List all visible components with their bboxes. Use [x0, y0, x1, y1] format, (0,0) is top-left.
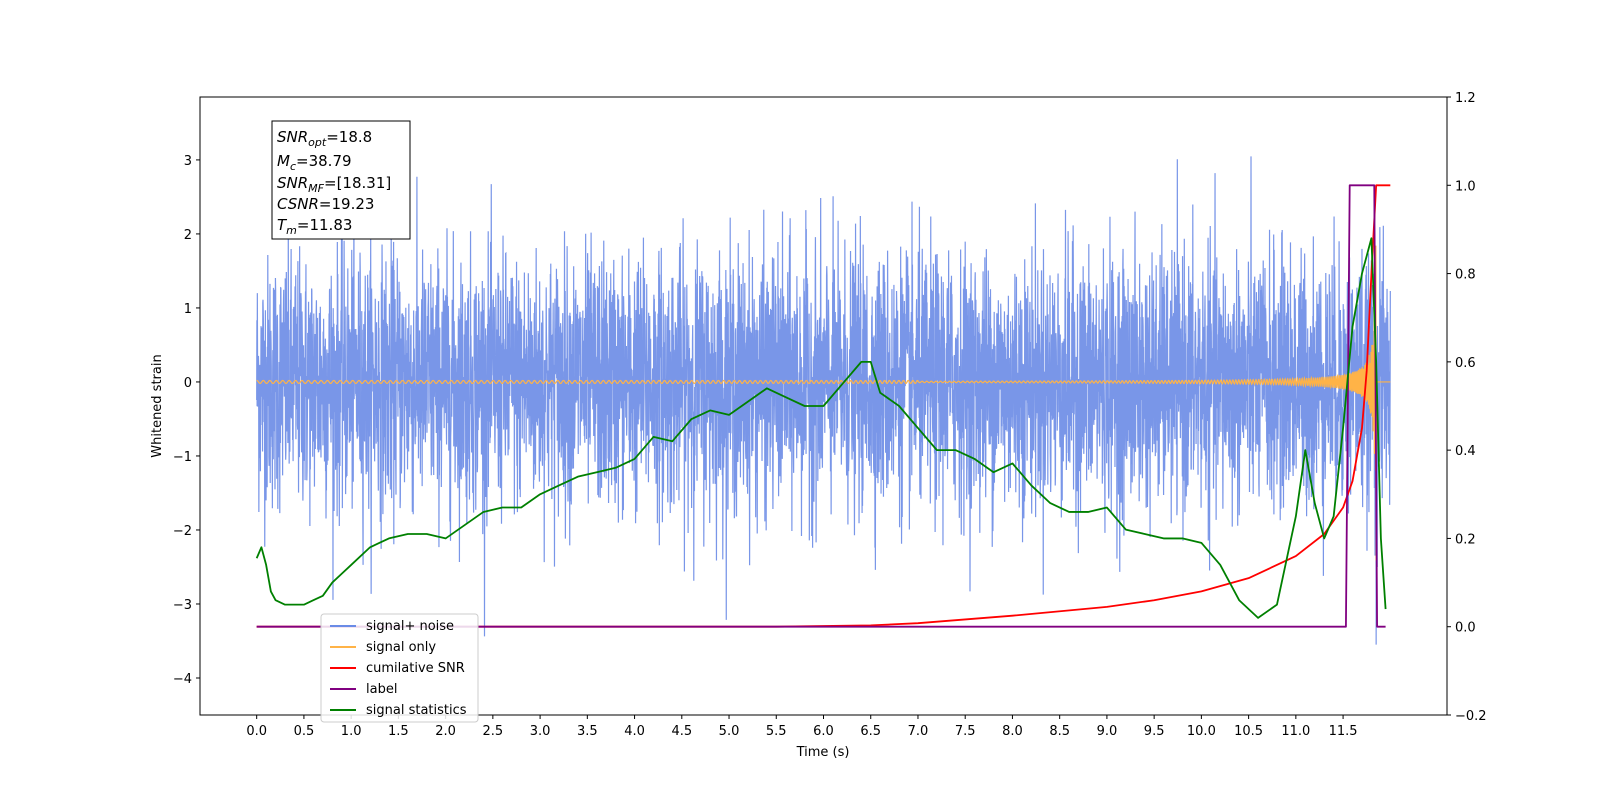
info-snr-opt-value: =18.8	[326, 128, 372, 146]
signal-noise-line	[256, 156, 1391, 645]
x-tick-label: 11.5	[1329, 724, 1358, 739]
y-left-tick-label: −3	[173, 598, 192, 613]
info-box-frame	[271, 120, 411, 240]
info-tm-base: T	[277, 216, 288, 234]
x-tick-label: 1.0	[341, 724, 362, 739]
x-tick-label: 9.0	[1097, 724, 1118, 739]
legend-frame	[320, 613, 479, 723]
legend-label-signal-noise: signal+ noise	[366, 619, 454, 634]
x-tick-label: 0.0	[246, 724, 267, 739]
info-snr-opt-sub: opt	[308, 136, 327, 149]
series-signal-only	[256, 245, 1391, 561]
x-axis-ticks: 0.0 0.5 1.0 1.5 2.0 2.5 3.0 3.5 4.0 4.5 5.0 5.5 6.0 6…	[246, 715, 1358, 739]
info-csnr-base: CSNR	[277, 195, 319, 213]
info-csnr-value: =19.23	[319, 195, 375, 213]
signal-statistics-line	[255, 237, 1387, 619]
y-right-tick-label: 0.6	[1455, 356, 1476, 371]
y-right-tick-label: 1.0	[1455, 179, 1476, 194]
y-left-tick-label: −1	[173, 450, 192, 465]
x-tick-label: 1.5	[388, 724, 409, 739]
y-right-tick-label: 0.2	[1455, 532, 1476, 547]
x-tick-label: 5.5	[766, 724, 787, 739]
x-tick-label: 6.5	[860, 724, 881, 739]
label-line	[256, 184, 1386, 628]
info-tm: Tm=11.83	[277, 216, 352, 237]
x-tick-label: 7.5	[955, 724, 976, 739]
y-left-tick-label: 2	[184, 228, 192, 243]
y-left-tick-label: 0	[184, 376, 192, 391]
series-signal-noise	[256, 156, 1391, 645]
info-mc-value: =38.79	[296, 152, 352, 170]
x-tick-label: 5.0	[719, 724, 740, 739]
x-tick-label: 0.5	[294, 724, 315, 739]
y-left-tick-label: 1	[184, 302, 192, 317]
y-right-tick-label: 0.0	[1455, 621, 1476, 636]
x-tick-label: 2.0	[435, 724, 456, 739]
x-tick-label: 8.0	[1002, 724, 1023, 739]
y-left-tick-label: −4	[173, 672, 192, 687]
x-tick-label: 6.0	[813, 724, 834, 739]
legend-label-signal-only: signal only	[366, 640, 436, 655]
info-snr-mf-base: SNR	[277, 174, 308, 192]
legend-label-cumulative-snr: cumilative SNR	[366, 661, 465, 676]
x-axis-label: Time (s)	[796, 745, 850, 760]
info-snr-opt-base: SNR	[277, 128, 308, 146]
y-left-tick-label: −2	[173, 524, 192, 539]
legend: signal+ noise signal only cumilative SNR…	[320, 613, 479, 723]
info-mc-sub: c	[290, 160, 296, 173]
info-mc-base: M	[277, 152, 290, 170]
y-right-tick-label: 1.2	[1455, 91, 1476, 106]
info-snr-mf-sub: MF	[308, 182, 324, 195]
y-left-tick-label: 3	[184, 154, 192, 169]
y-right-tick-label: −0.2	[1455, 709, 1487, 724]
info-csnr: CSNR=19.23	[277, 195, 374, 213]
right-axis-series	[255, 184, 1391, 628]
info-snr-mf: SNRMF=[18.31]	[277, 174, 391, 195]
signal-only-line	[256, 245, 1391, 561]
x-tick-label: 3.0	[530, 724, 551, 739]
x-tick-label: 4.0	[624, 724, 645, 739]
info-tm-value: =11.83	[297, 216, 353, 234]
x-tick-label: 3.5	[577, 724, 598, 739]
x-tick-label: 2.5	[483, 724, 504, 739]
y-axis-label: Whitened strain	[150, 354, 165, 457]
info-box: SNRopt=18.8 Mc=38.79 SNRMF=[18.31] CSNR=…	[271, 120, 411, 240]
x-tick-label: 10.5	[1234, 724, 1263, 739]
legend-label-label: label	[366, 682, 397, 697]
x-tick-label: 8.5	[1049, 724, 1070, 739]
info-snr-mf-value: =[18.31]	[324, 174, 391, 192]
x-tick-label: 7.0	[908, 724, 929, 739]
y-axis-left-ticks: 3 2 1 0 −1 −2 −3 −4	[173, 154, 200, 687]
y-right-tick-label: 0.8	[1455, 268, 1476, 283]
y-right-tick-label: 0.4	[1455, 444, 1476, 459]
x-tick-label: 10.0	[1187, 724, 1216, 739]
info-mc: Mc=38.79	[277, 152, 352, 173]
info-snr-opt: SNRopt=18.8	[277, 128, 372, 149]
info-tm-sub: m	[286, 224, 297, 237]
cumulative-snr-line	[256, 184, 1391, 628]
x-tick-label: 9.5	[1144, 724, 1165, 739]
x-tick-label: 11.0	[1281, 724, 1310, 739]
legend-label-signal-statistics: signal statistics	[366, 703, 467, 718]
x-tick-label: 4.5	[671, 724, 692, 739]
y-axis-right-ticks: 1.2 1.0 0.8 0.6 0.4 0.2 0.0 −0.2	[1447, 91, 1487, 724]
